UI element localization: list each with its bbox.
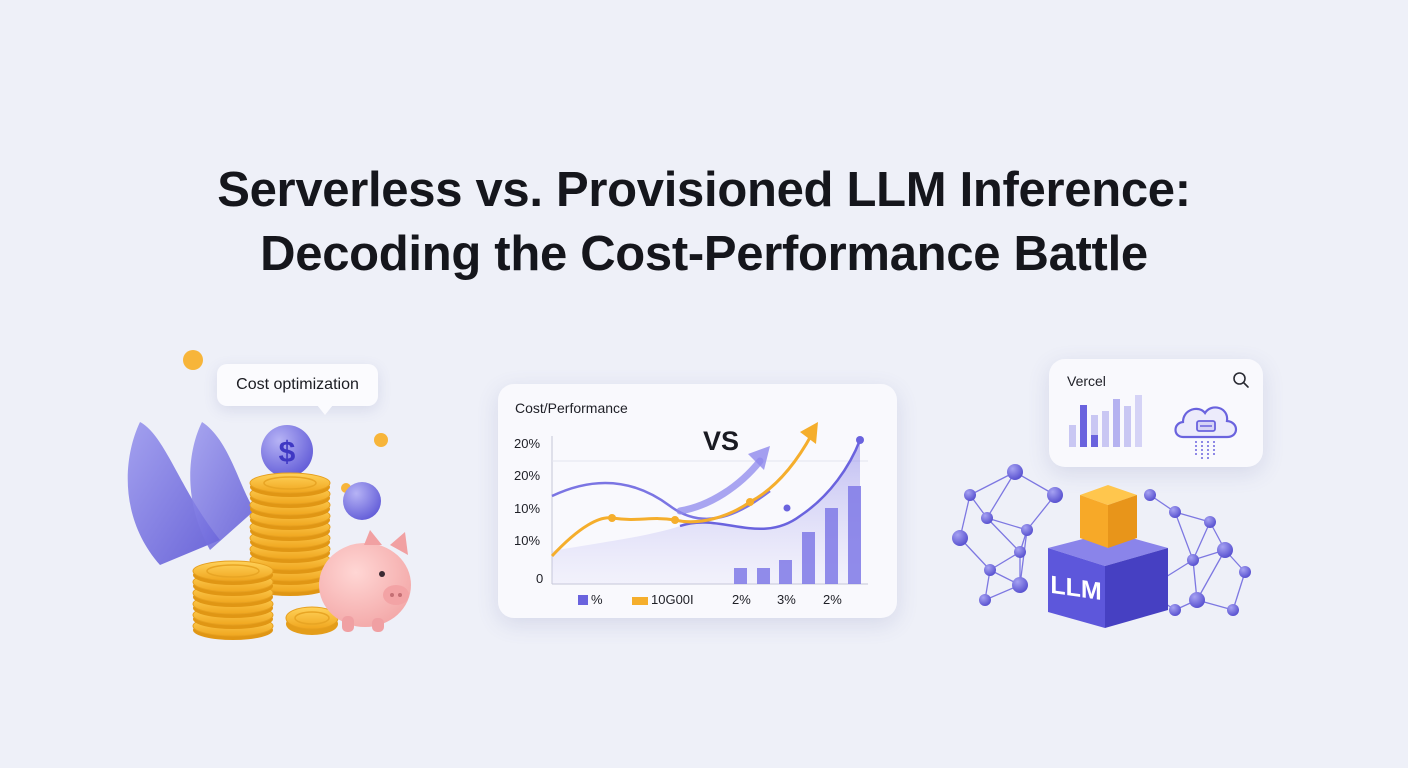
cost-illustration: $ bbox=[127, 350, 411, 640]
leaf-left bbox=[127, 422, 220, 565]
network-node bbox=[1227, 604, 1239, 616]
y-tick-label: 0 bbox=[536, 571, 544, 586]
network-edge bbox=[1019, 529, 1028, 586]
search-icon[interactable] bbox=[1232, 371, 1250, 389]
cost-optimization-bubble: Cost optimization bbox=[217, 364, 378, 415]
vercel-label: Vercel bbox=[1067, 373, 1106, 389]
coin-stack-short bbox=[192, 560, 274, 640]
network-node bbox=[1007, 464, 1023, 480]
legend-item: 10G00I bbox=[632, 592, 694, 607]
vercel-card: Vercel bbox=[1049, 359, 1263, 467]
network-node bbox=[1144, 489, 1156, 501]
chart-plot bbox=[550, 422, 868, 585]
piggy-bank-icon bbox=[319, 530, 411, 632]
legend-label: % bbox=[591, 592, 603, 607]
cloud-server-icon bbox=[1174, 406, 1238, 459]
network-node bbox=[1047, 487, 1063, 503]
network-edge bbox=[1174, 511, 1194, 561]
y-tick-label: 20% bbox=[514, 468, 541, 483]
legend-item: % bbox=[578, 592, 603, 607]
bar-chart-icon bbox=[1069, 395, 1142, 447]
network-node bbox=[1169, 604, 1181, 616]
network-edge bbox=[969, 471, 1016, 496]
legend-label: 10G00I bbox=[651, 592, 694, 607]
cost-optimization-label: Cost optimization bbox=[236, 376, 359, 393]
network-node bbox=[984, 564, 996, 576]
network-node bbox=[1204, 516, 1216, 528]
network-edge bbox=[986, 517, 1028, 531]
bar-label: 3% bbox=[777, 592, 796, 607]
network-node bbox=[1169, 506, 1181, 518]
leaf-right bbox=[190, 422, 255, 550]
area-series bbox=[552, 440, 860, 584]
vs-label: VS bbox=[703, 426, 740, 456]
network-node bbox=[1021, 524, 1033, 536]
llm-cube: LLM bbox=[1048, 532, 1168, 628]
dollar-orb bbox=[261, 425, 313, 477]
bar bbox=[779, 560, 792, 584]
headline: Serverless vs. Provisioned LLM Inference… bbox=[0, 158, 1408, 286]
bar-label: 2% bbox=[732, 592, 751, 607]
network-edge bbox=[986, 471, 1016, 519]
purple-line-series bbox=[551, 481, 771, 521]
y-tick-label: 10% bbox=[514, 501, 541, 516]
llm-network-illustration: LLM bbox=[952, 464, 1251, 628]
network-edge bbox=[1196, 549, 1226, 601]
purple-orb bbox=[343, 482, 381, 520]
orange-dot-top bbox=[183, 350, 203, 370]
bar bbox=[825, 508, 838, 584]
network-node bbox=[1217, 542, 1233, 558]
network-node bbox=[1014, 546, 1026, 558]
bar bbox=[757, 568, 770, 584]
headline-line-2: Decoding the Cost-Performance Battle bbox=[260, 227, 1148, 281]
bar-series bbox=[734, 486, 861, 584]
network-node bbox=[964, 489, 976, 501]
bar-label: 2% bbox=[823, 592, 842, 607]
bar bbox=[802, 532, 815, 584]
network-edge bbox=[1174, 511, 1211, 523]
network-node bbox=[981, 512, 993, 524]
purple-arrow bbox=[676, 457, 764, 515]
network-node bbox=[1189, 592, 1205, 608]
legend-swatch bbox=[632, 597, 648, 605]
network-edge bbox=[1192, 521, 1211, 561]
orange-dot-right bbox=[374, 433, 388, 447]
headline-line-1: Serverless vs. Provisioned LLM Inference… bbox=[217, 163, 1191, 217]
network-node bbox=[1187, 554, 1199, 566]
network-node bbox=[952, 530, 968, 546]
network-node bbox=[1012, 577, 1028, 593]
bar bbox=[734, 568, 747, 584]
chart-title: Cost/Performance bbox=[515, 400, 628, 416]
network-edge bbox=[1232, 571, 1246, 611]
bar bbox=[848, 486, 861, 584]
orange-cube bbox=[1080, 485, 1137, 548]
cost-performance-card: Cost/Performance VS 20% 20% 10% 10% 0 bbox=[498, 384, 897, 618]
dollar-icon: $ bbox=[279, 436, 296, 469]
y-tick-label: 20% bbox=[514, 436, 541, 451]
network-node bbox=[979, 594, 991, 606]
network-node bbox=[1239, 566, 1251, 578]
y-tick-label: 10% bbox=[514, 533, 541, 548]
legend-swatch bbox=[578, 595, 588, 605]
network-edge bbox=[986, 517, 1021, 553]
